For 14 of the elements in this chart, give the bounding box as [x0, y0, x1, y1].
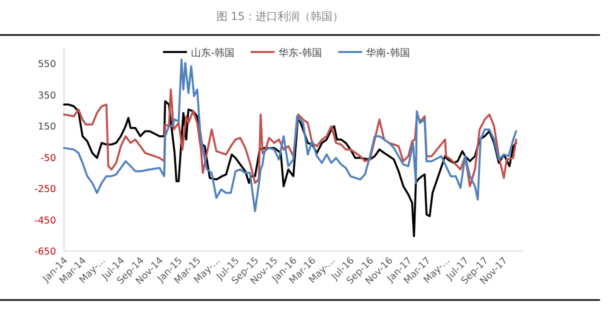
- chart-title: 图 15：进口利润（韩国）: [216, 10, 344, 23]
- line-series: [63, 58, 518, 212]
- y-tick-label: -250: [34, 184, 56, 196]
- y-tick-label: -450: [34, 215, 56, 226]
- legend-label: 华南-韩国: [366, 47, 410, 59]
- line-series: [63, 88, 518, 188]
- y-tick-label: 150: [38, 122, 56, 133]
- y-tick-label: 550: [38, 59, 56, 70]
- legend-label: 山东-韩国: [191, 47, 235, 59]
- line-series: [63, 100, 518, 238]
- legend-label: 华东-韩国: [278, 47, 322, 59]
- y-tick-label: -50: [40, 152, 56, 164]
- y-tick-label: -650: [34, 246, 56, 258]
- y-tick-label: 350: [38, 90, 56, 102]
